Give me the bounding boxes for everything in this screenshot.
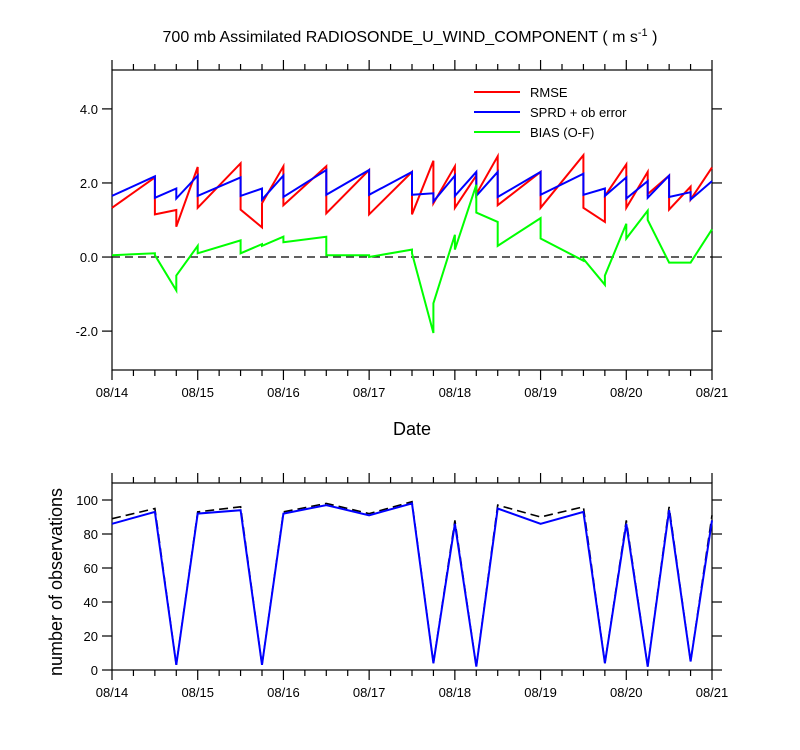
- top-x-tick-label: 08/16: [267, 385, 300, 400]
- bottom-y-tick-label: 100: [76, 493, 98, 508]
- bottom-y-tick-label: 80: [84, 527, 98, 542]
- bottom-series-possible: [111, 500, 713, 667]
- bottom-plot-frame: [111, 482, 713, 671]
- top-series-bias-o-f: [111, 184, 713, 334]
- bottom-x-tick-label: 08/20: [610, 685, 643, 700]
- top-x-tick-label: 08/14: [96, 385, 129, 400]
- top-chart-title: 700 mb Assimilated RADIOSONDE_U_WIND_COM…: [163, 27, 658, 46]
- top-y-tick-label: 2.0: [80, 176, 98, 191]
- bottom-plot: 08/14 08/15 08/16 08/17 08/18 08/19 08/20 08/21…: [76, 473, 728, 700]
- legend-label: SPRD + ob error: [530, 105, 627, 120]
- top-x-tick-label: 08/17: [353, 385, 386, 400]
- top-x-tick-label: 08/20: [610, 385, 643, 400]
- top-x-tick-label: 08/21: [696, 385, 729, 400]
- top-series-sprd-ob-error: [111, 168, 713, 205]
- top-y-tick-label: -2.0: [76, 324, 98, 339]
- top-x-axis-title: Date: [393, 419, 431, 439]
- bottom-y-tick-label: 40: [84, 595, 98, 610]
- bottom-series-used: [111, 502, 713, 667]
- bottom-x-tick-label: 08/18: [439, 685, 472, 700]
- top-y-tick-label: 0.0: [80, 250, 98, 265]
- title-superscript: -1: [638, 27, 648, 39]
- top-x-tick-label: 08/15: [181, 385, 214, 400]
- title-end: ): [648, 29, 658, 46]
- top-x-tick-label: 08/18: [439, 385, 472, 400]
- legend-label: BIAS (O-F): [530, 125, 594, 140]
- bottom-x-tick-label: 08/15: [181, 685, 214, 700]
- legend: RMSE SPRD + ob error BIAS (O-F): [474, 85, 627, 140]
- bottom-x-tick-label: 08/19: [524, 685, 557, 700]
- legend-label: RMSE: [530, 85, 568, 100]
- top-series-rmse: [111, 152, 713, 230]
- bottom-x-tick-label: 08/14: [96, 685, 129, 700]
- bottom-x-tick-label: 08/17: [353, 685, 386, 700]
- bottom-y-tick-label: 60: [84, 561, 98, 576]
- bottom-x-tick-label: 08/21: [696, 685, 729, 700]
- bottom-x-tick-label: 08/16: [267, 685, 300, 700]
- top-plot: 08/14 08/15 08/16 08/17 08/18 08/19 08/20 08/21…: [76, 60, 729, 400]
- bottom-y-axis-title: number of observations: [46, 488, 66, 676]
- top-x-tick-label: 08/19: [524, 385, 557, 400]
- bottom-y-tick-label: 0: [91, 663, 98, 678]
- top-y-tick-label: 4.0: [80, 102, 98, 117]
- bottom-y-tick-label: 20: [84, 629, 98, 644]
